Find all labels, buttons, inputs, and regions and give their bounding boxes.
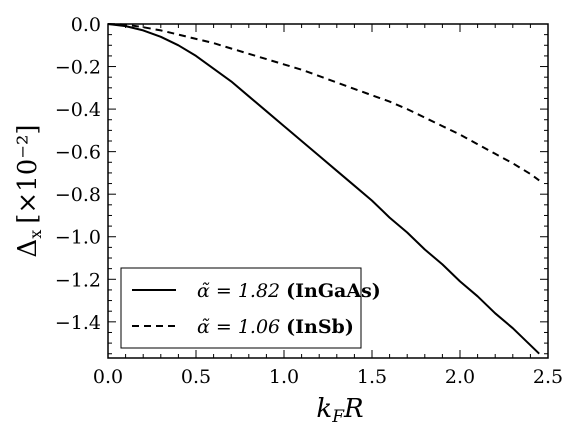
y-tick-label: −0.2 (55, 57, 101, 79)
series-line-insb (107, 23, 540, 182)
svg-text:kFR: kFR (316, 394, 363, 427)
y-tick-label: −1.2 (55, 269, 101, 291)
x-tick-label: 1.0 (269, 366, 299, 388)
y-tick-label: 0.0 (71, 14, 101, 36)
x-tick-label: 0.0 (93, 366, 123, 388)
legend-insb-material: (InSb) (286, 316, 354, 338)
series-line-ingaas (107, 23, 540, 355)
y-axis-label-unit: [×10⁻²] (13, 124, 43, 223)
x-tick-label: 2.5 (533, 366, 563, 388)
legend-entry-insb: α̃ = 1.06 (InSb) (197, 316, 354, 338)
x-axis-label-main: k (316, 394, 332, 424)
y-tick-label: −1.4 (55, 312, 101, 334)
legend: α̃ = 1.82 (InGaAs) α̃ = 1.06 (InSb) (120, 267, 381, 349)
y-tick-label: −0.4 (55, 99, 101, 121)
ticks-layer: 0.0 0.5 1.0 1.5 2.0 2.5 0.0 −0.2 −0.4 −0.6 −0.8 −1.… (55, 14, 563, 388)
x-axis-label-sub: F (331, 407, 345, 427)
legend-ingaas-material: (InGaAs) (286, 280, 381, 302)
legend-box (120, 267, 362, 349)
legend-entry-ingaas: α̃ = 1.82 (InGaAs) (197, 280, 381, 302)
x-tick-label: 2.0 (445, 366, 475, 388)
plot-area: 0.0 0.5 1.0 1.5 2.0 2.5 0.0 −0.2 −0.4 −0.6 −0.8 −1.… (55, 14, 563, 388)
series-layer (107, 23, 540, 355)
y-axis-label: Δx [×10⁻²] (13, 124, 45, 257)
x-axis-label: kFR (316, 394, 363, 427)
y-axis-label-main: Δ (13, 239, 43, 258)
y-tick-label: −0.6 (55, 142, 101, 164)
plot-frame (107, 23, 549, 359)
y-tick-label: −0.8 (55, 184, 101, 206)
x-tick-label: 1.5 (357, 366, 387, 388)
legend-insb-math: α̃ = 1.06 (197, 316, 280, 338)
svg-text:Δx[×10⁻²]: Δx [×10⁻²] (13, 124, 45, 257)
legend-ingaas-math: α̃ = 1.82 (197, 280, 280, 302)
y-tick-label: −1.0 (55, 227, 101, 249)
x-tick-label: 0.5 (181, 366, 211, 388)
x-axis-label-rest: R (343, 394, 364, 424)
y-axis-label-sub: x (26, 230, 45, 239)
